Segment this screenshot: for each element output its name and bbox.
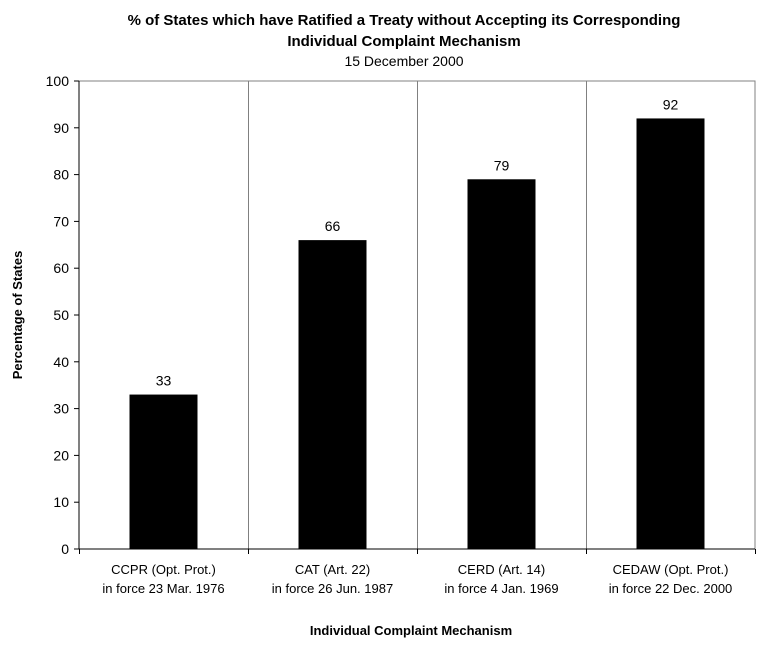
chart-title-line-2: Individual Complaint Mechanism xyxy=(287,33,520,50)
y-tick-label: 100 xyxy=(46,73,70,89)
bar-value-label: 66 xyxy=(325,218,341,234)
x-category-label: in force 23 Mar. 1976 xyxy=(102,581,224,596)
chart-title-line-1: % of States which have Ratified a Treaty… xyxy=(128,12,681,29)
y-tick-label: 20 xyxy=(53,447,69,463)
bar xyxy=(298,240,367,549)
bar xyxy=(467,179,536,549)
y-tick-label: 10 xyxy=(53,494,69,510)
y-tick-label: 50 xyxy=(53,307,69,323)
gridlines xyxy=(248,81,587,549)
x-axis-title: Individual Complaint Mechanism xyxy=(310,623,512,638)
y-tick-label: 40 xyxy=(53,354,69,370)
x-category-label: in force 22 Dec. 2000 xyxy=(609,581,733,596)
y-axis-title: Percentage of States xyxy=(10,251,25,380)
y-tick-label: 0 xyxy=(61,541,69,557)
y-tick-label: 90 xyxy=(53,120,69,136)
y-tick-label: 60 xyxy=(53,260,69,276)
x-category-label: CCPR (Opt. Prot.) xyxy=(111,562,216,577)
x-axis-category-labels: CCPR (Opt. Prot.) in force 23 Mar. 1976 CA… xyxy=(102,562,732,596)
x-category-label: in force 4 Jan. 1969 xyxy=(444,581,558,596)
y-tick-label: 80 xyxy=(53,167,69,183)
bar-value-label: 33 xyxy=(156,373,172,389)
y-tick-label: 70 xyxy=(53,213,69,229)
bar-value-label: 92 xyxy=(663,96,679,112)
y-tick-label: 30 xyxy=(53,401,69,417)
x-category-label: in force 26 Jun. 1987 xyxy=(272,581,393,596)
bar-value-label: 79 xyxy=(494,157,510,173)
bars xyxy=(129,118,705,549)
data-labels: 33 66 79 92 xyxy=(156,96,679,388)
y-axis-ticks: 0 10 20 30 40 50 60 70 80 90 100 xyxy=(46,73,756,557)
x-category-label: CAT (Art. 22) xyxy=(295,562,370,577)
x-category-label: CEDAW (Opt. Prot.) xyxy=(613,562,729,577)
bar xyxy=(129,394,198,549)
bar xyxy=(636,118,705,549)
chart-subtitle: 15 December 2000 xyxy=(344,53,463,69)
x-category-label: CERD (Art. 14) xyxy=(458,562,545,577)
